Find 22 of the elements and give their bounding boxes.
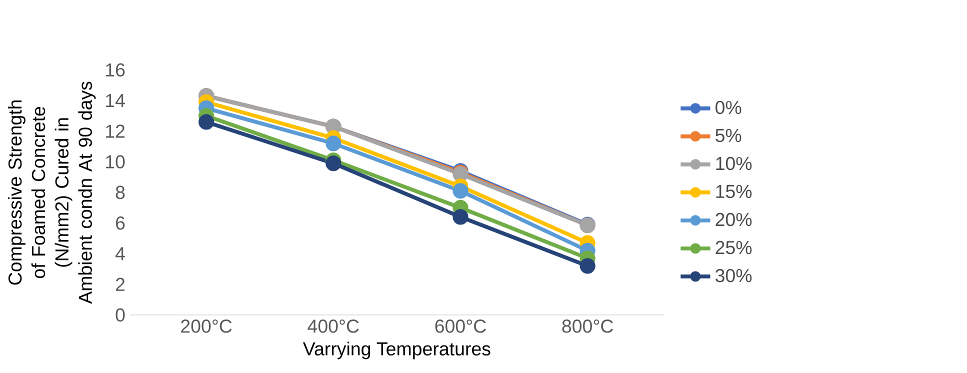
x-tick-label: 600°C [435,320,486,334]
y-tick-label: 10 [106,155,125,169]
legend-label: 25% [716,241,752,254]
legend-label: 20% [716,213,752,226]
legend-label: 10% [716,157,752,170]
legend-label: 0% [716,101,742,114]
y-tick-label: 16 [106,63,125,77]
x-tick-label: 200°C [181,320,232,334]
y-tick-label: 14 [106,94,125,108]
y-axis-title: Compressive Strength of Foamed Concrete (N/mm2) Cured in Ambient condn At 90 days [8,82,96,304]
y-tick-label: 4 [115,247,125,260]
y-tick-label: 2 [116,278,125,292]
y-tick-label: 12 [106,124,125,138]
legend-label: 15% [716,185,752,198]
x-tick-label: 400°C [308,320,359,334]
x-tick-label: 800°C [562,320,613,334]
x-axis-title: Varrying Temperatures [302,342,490,360]
y-tick-label: 8 [116,186,125,200]
legend-label: 5% [716,129,742,142]
legend-label: 30% [716,269,752,282]
y-tick-label: 6 [116,216,125,230]
y-tick-label: 0 [116,308,125,322]
